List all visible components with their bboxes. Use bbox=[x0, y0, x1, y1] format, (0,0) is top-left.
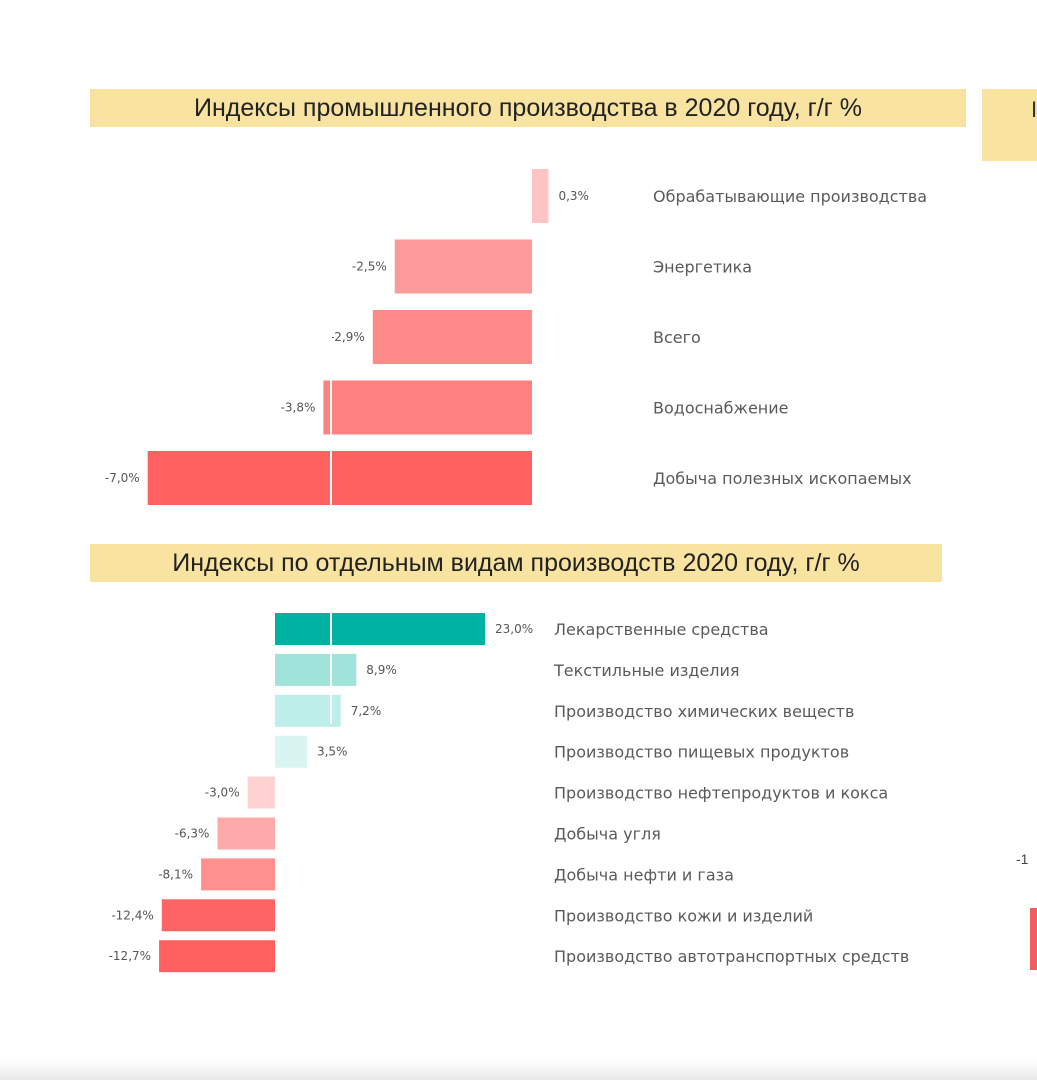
category-label-4: Производство пищевых продуктов bbox=[554, 743, 849, 762]
category-label-1: Обрабатывающие производства bbox=[653, 187, 927, 206]
bar-3 bbox=[372, 310, 532, 364]
bar-5 bbox=[147, 451, 532, 505]
adjacent-panel-title-strip bbox=[982, 89, 1037, 161]
adjacent-panel-value-fragment: -1 bbox=[1016, 851, 1029, 867]
bar-5 bbox=[247, 776, 275, 809]
bar-2 bbox=[275, 653, 357, 686]
bar-6 bbox=[217, 817, 275, 850]
category-label-2: Энергетика bbox=[653, 258, 752, 277]
bar-8 bbox=[161, 899, 275, 932]
value-label-2: -2,5% bbox=[352, 260, 387, 274]
adjacent-panel-title-fragment: I bbox=[1031, 97, 1037, 122]
category-label-2: Текстильные изделия bbox=[553, 661, 740, 680]
bar-9 bbox=[159, 940, 275, 973]
value-label-4: 3,5% bbox=[317, 745, 348, 759]
category-label-7: Добыча нефти и газа bbox=[554, 865, 734, 884]
adjacent-panel-bar-fragment bbox=[1030, 908, 1037, 970]
value-label-2: 8,9% bbox=[366, 663, 397, 677]
value-label-5: -7,0% bbox=[105, 471, 140, 485]
category-label-4: Водоснабжение bbox=[653, 399, 789, 418]
value-label-8: -12,4% bbox=[111, 908, 153, 922]
category-label-8: Производство кожи и изделий bbox=[554, 906, 813, 925]
bottom-edge bbox=[0, 1060, 1037, 1080]
category-label-1: Лекарственные средства bbox=[554, 620, 769, 639]
value-label-6: -6,3% bbox=[175, 827, 210, 841]
value-label-1: 0,3% bbox=[558, 189, 589, 203]
value-label-3: -2,9% bbox=[330, 330, 365, 344]
chart-title-industrial-indices: Индексы промышленного производства в 202… bbox=[90, 89, 966, 127]
value-label-3: 7,2% bbox=[351, 704, 382, 718]
value-label-1: 23,0% bbox=[495, 622, 533, 636]
category-label-5: Производство нефтепродуктов и кокса bbox=[554, 784, 888, 803]
category-label-3: Производство химических веществ bbox=[554, 702, 854, 721]
value-label-9: -12,7% bbox=[109, 949, 151, 963]
chart-title-industry-types: Индексы по отдельным видам производств 2… bbox=[90, 544, 942, 582]
value-label-4: -3,8% bbox=[281, 401, 316, 415]
bar-1 bbox=[275, 613, 485, 645]
category-label-9: Производство автотранспортных средств bbox=[554, 947, 909, 966]
bar-4 bbox=[323, 380, 532, 435]
bar-7 bbox=[201, 858, 275, 891]
bar-2 bbox=[394, 239, 532, 294]
category-label-5: Добыча полезных ископаемых bbox=[653, 469, 912, 488]
value-label-5: -3,0% bbox=[205, 786, 240, 800]
value-label-7: -8,1% bbox=[158, 867, 193, 881]
bar-1 bbox=[532, 169, 549, 223]
chart-industrial-indices: 0,3% Обрабатывающие производства -2,5% Энер… bbox=[104, 169, 928, 505]
category-label-6: Добыча угля bbox=[554, 825, 661, 844]
bar-3 bbox=[275, 694, 341, 727]
category-label-3: Всего bbox=[653, 328, 701, 347]
bar-4 bbox=[275, 735, 307, 768]
